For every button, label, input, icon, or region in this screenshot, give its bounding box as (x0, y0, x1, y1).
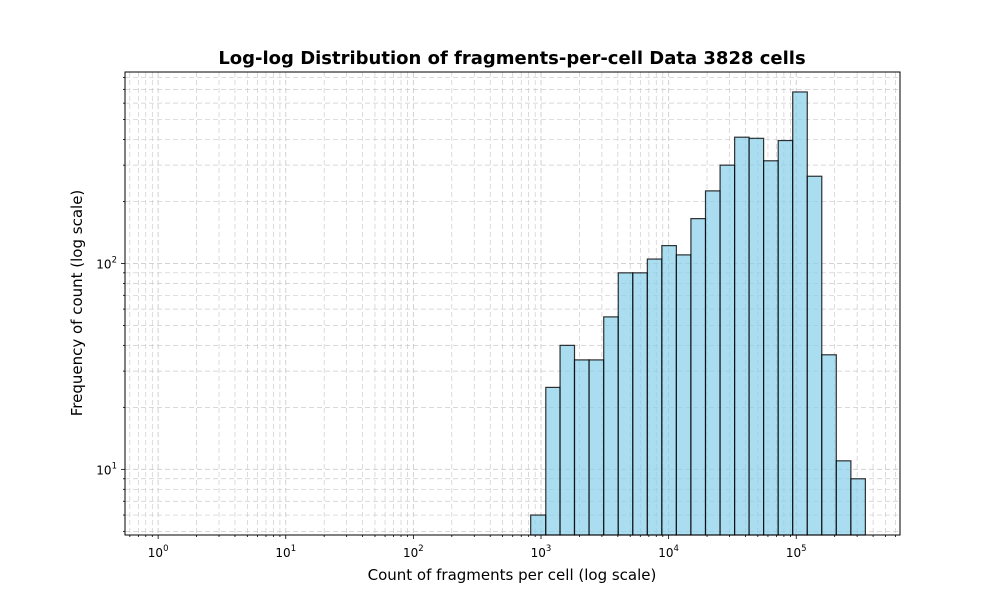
tick-base: 10 (531, 546, 546, 560)
histogram-bar (835, 460, 852, 536)
histogram-bar (661, 245, 677, 536)
histogram-bar (748, 137, 765, 536)
histogram-bar (559, 344, 576, 536)
histogram-bar (617, 272, 634, 536)
y-tick-label: 101 (96, 461, 117, 477)
tick-base: 10 (96, 463, 111, 477)
tick-exponent: 2 (112, 255, 117, 265)
x-tick-label: 102 (403, 544, 424, 560)
histogram-bar (806, 175, 823, 536)
tick-exponent: 1 (112, 461, 117, 471)
histogram-bar (588, 359, 605, 536)
histogram-bar (704, 190, 721, 536)
tick-exponent: 4 (674, 544, 679, 554)
tick-base: 10 (658, 546, 673, 560)
histogram-bar (573, 359, 590, 536)
y-axis-label: Frequency of count (log scale) (68, 190, 86, 417)
histogram-bar (792, 91, 808, 536)
histogram-bar (734, 136, 750, 536)
x-tick-label: 104 (658, 544, 679, 560)
histogram-bar (530, 514, 547, 536)
tick-base: 10 (786, 546, 801, 560)
tick-exponent: 1 (291, 544, 296, 554)
histogram-bar (850, 478, 866, 536)
histogram-bar (545, 386, 561, 536)
tick-base: 10 (403, 546, 418, 560)
histogram-bar (675, 254, 692, 536)
x-tick-label: 103 (531, 544, 552, 560)
tick-exponent: 0 (163, 544, 168, 554)
histogram-bar (646, 258, 663, 536)
y-tick-label: 102 (96, 255, 117, 271)
axis-ticks (121, 77, 896, 539)
tick-exponent: 3 (546, 544, 551, 554)
x-tick-label: 100 (148, 544, 169, 560)
tick-base: 10 (148, 546, 163, 560)
histogram-bar (777, 139, 794, 536)
histogram-bar (632, 272, 648, 536)
chart-title: Log-log Distribution of fragments-per-ce… (218, 48, 805, 69)
x-tick-label: 101 (275, 544, 296, 560)
histogram-bar (690, 218, 707, 536)
tick-base: 10 (275, 546, 290, 560)
histogram-bar (719, 164, 736, 536)
histogram-bars (530, 91, 866, 536)
tick-exponent: 2 (418, 544, 423, 554)
tick-base: 10 (96, 257, 111, 271)
histogram-bar (821, 354, 837, 536)
histogram-bar (763, 160, 779, 536)
x-tick-label: 105 (786, 544, 807, 560)
tick-exponent: 5 (801, 544, 806, 554)
histogram-bar (603, 316, 619, 536)
x-axis-label: Count of fragments per cell (log scale) (368, 566, 657, 584)
